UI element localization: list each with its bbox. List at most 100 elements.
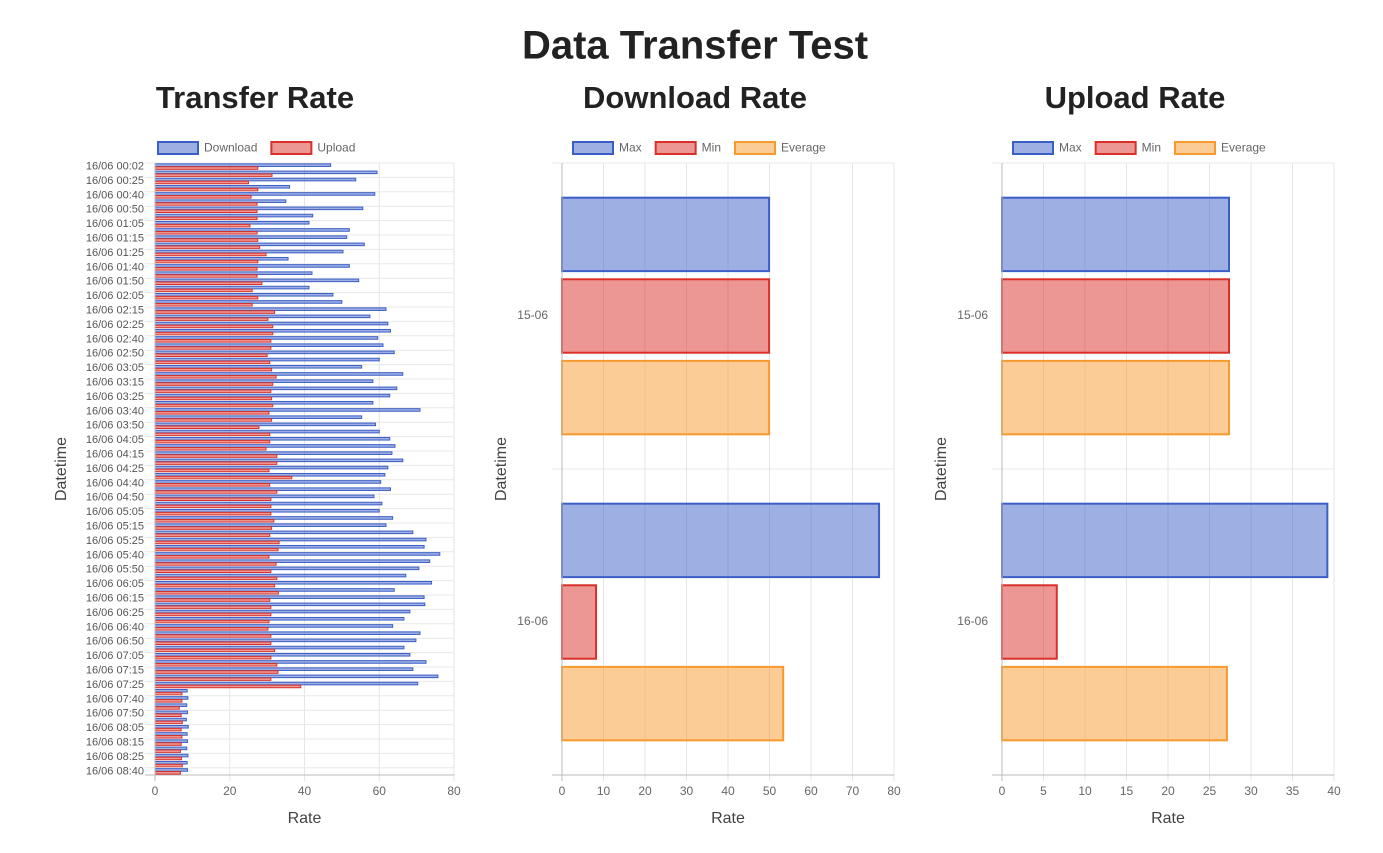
bar <box>154 274 258 278</box>
x-tick-label: 40 <box>721 784 735 798</box>
bar <box>154 552 441 556</box>
bar <box>154 393 391 398</box>
bar <box>154 339 272 343</box>
bar <box>154 278 360 283</box>
bar <box>154 310 276 314</box>
y-tick-label: 16/06 04:15 <box>86 449 144 461</box>
bar <box>154 530 414 535</box>
bar <box>154 475 293 480</box>
legend-swatch <box>654 141 697 155</box>
bar <box>154 209 258 214</box>
bar <box>154 699 183 703</box>
x-tick-label: 20 <box>1161 784 1175 798</box>
bar <box>154 465 389 470</box>
bar <box>154 684 302 689</box>
bar <box>154 439 271 444</box>
legend-swatch <box>1174 141 1217 155</box>
bar <box>154 372 404 376</box>
bar <box>154 602 426 607</box>
bar <box>154 235 348 239</box>
bar <box>561 584 598 660</box>
bar <box>154 300 343 304</box>
bar <box>154 180 249 185</box>
x-tick-label: 30 <box>1244 784 1258 798</box>
bar <box>154 595 425 599</box>
bar <box>154 638 417 643</box>
bar <box>154 353 268 358</box>
y-tick-label: 16/06 03:25 <box>86 391 144 403</box>
bar <box>154 670 279 674</box>
y-tick-label: 16/06 08:40 <box>86 765 144 777</box>
bar <box>154 706 180 710</box>
bar <box>154 389 272 394</box>
y-tick-label: 16/06 07:40 <box>86 693 144 705</box>
bar <box>154 458 404 463</box>
bar <box>154 641 272 646</box>
bar <box>154 760 188 765</box>
bar <box>154 749 181 754</box>
legend-label: Max <box>619 141 642 155</box>
bar <box>154 422 377 427</box>
legend-swatch <box>1012 141 1054 155</box>
bar <box>154 223 251 228</box>
y-tick-label: 16/06 01:50 <box>86 276 144 288</box>
x-tick-label: 80 <box>887 784 901 798</box>
bar <box>154 238 259 242</box>
y-tick-label: 16-06 <box>517 614 548 628</box>
y-tick-label: 16/06 01:05 <box>86 218 144 230</box>
bar <box>154 537 427 542</box>
y-tick-label: 16/06 02:05 <box>86 290 144 302</box>
y-tick-label: 16/06 08:15 <box>86 737 144 749</box>
bar <box>154 619 270 624</box>
bar <box>154 166 259 170</box>
bar <box>154 324 274 329</box>
bar <box>154 173 273 178</box>
bar <box>154 400 374 405</box>
y-tick-label: 16/06 00:50 <box>86 204 144 216</box>
bar <box>154 307 387 311</box>
bar <box>154 576 278 581</box>
chart-title: Upload Rate <box>1045 80 1226 115</box>
bar <box>154 573 407 578</box>
bar <box>154 566 420 571</box>
bar <box>154 336 379 340</box>
bar <box>154 753 189 758</box>
y-tick-label: 16/06 06:25 <box>86 607 144 619</box>
bar <box>154 288 253 293</box>
bar <box>154 616 405 621</box>
bar <box>154 432 271 437</box>
y-tick-label: 16/06 05:40 <box>86 549 144 561</box>
bar <box>154 540 280 545</box>
bar <box>154 490 278 494</box>
bar <box>154 677 272 682</box>
bar <box>154 252 267 257</box>
bar <box>154 691 183 696</box>
bar <box>154 696 189 700</box>
bar <box>154 468 270 473</box>
bar <box>154 667 414 671</box>
bar <box>154 177 357 182</box>
bar <box>154 202 258 206</box>
bar <box>154 375 277 379</box>
bar <box>154 609 411 614</box>
bar <box>1001 278 1231 354</box>
bar <box>154 403 274 408</box>
bar <box>154 742 182 746</box>
legend-label: Upload <box>317 141 355 155</box>
bar <box>561 278 771 354</box>
bar <box>154 314 371 319</box>
y-tick-label: 16/06 01:25 <box>86 247 144 259</box>
bar <box>154 267 258 271</box>
bar <box>154 588 395 592</box>
page-title: Data Transfer Test <box>522 24 868 68</box>
bar <box>154 605 272 610</box>
y-tick-label: 16-06 <box>957 614 988 628</box>
y-tick-label: 15-06 <box>517 308 548 322</box>
bar <box>154 771 181 775</box>
bar <box>154 591 279 595</box>
bar <box>154 195 252 199</box>
x-tick-label: 50 <box>763 784 777 798</box>
x-tick-label: 60 <box>804 784 818 798</box>
y-tick-label: 16/06 02:50 <box>86 348 144 360</box>
